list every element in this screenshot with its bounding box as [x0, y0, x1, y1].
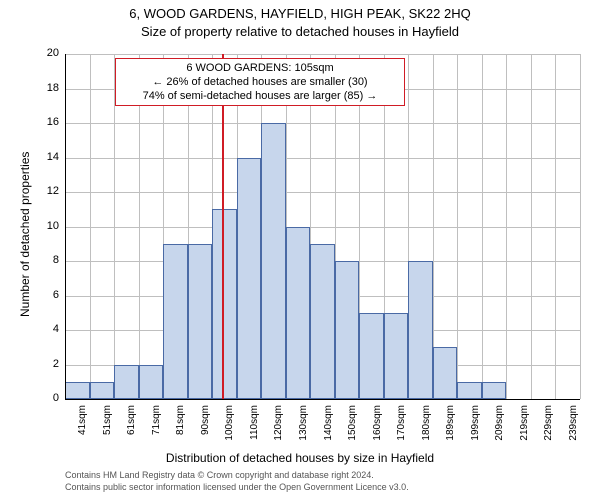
xtick-label: 61sqm	[126, 405, 137, 455]
xtick-label: 239sqm	[568, 405, 579, 455]
y-axis-label: Number of detached properties	[18, 151, 32, 316]
xtick-label: 160sqm	[372, 405, 383, 455]
xtick-label: 199sqm	[470, 405, 481, 455]
xtick-label: 130sqm	[298, 405, 309, 455]
histogram-bar	[359, 313, 384, 399]
histogram-bar	[408, 261, 433, 399]
xtick-label: 41sqm	[77, 405, 88, 455]
gridline	[65, 54, 580, 55]
gridline	[65, 192, 580, 193]
histogram-bar	[433, 347, 458, 399]
histogram-bar	[114, 365, 139, 400]
gridline	[65, 227, 580, 228]
histogram-bar	[237, 158, 262, 400]
xtick-label: 100sqm	[224, 405, 235, 455]
xtick-label: 229sqm	[543, 405, 554, 455]
gridline	[531, 54, 532, 399]
annotation-line-3: 74% of semi-detached houses are larger (…	[122, 89, 398, 103]
xtick-label: 51sqm	[102, 405, 113, 455]
gridline	[482, 54, 483, 399]
xtick-label: 150sqm	[347, 405, 358, 455]
ytick-label: 4	[35, 323, 59, 335]
chart-container: { "title1": "6, WOOD GARDENS, HAYFIELD, …	[0, 0, 600, 500]
chart-super-title: 6, WOOD GARDENS, HAYFIELD, HIGH PEAK, SK…	[0, 6, 600, 21]
xtick-label: 110sqm	[249, 405, 260, 455]
xtick-label: 90sqm	[200, 405, 211, 455]
y-axis-line	[65, 54, 66, 399]
xtick-label: 170sqm	[396, 405, 407, 455]
gridline	[555, 54, 556, 399]
copyright-line-1: Contains HM Land Registry data © Crown c…	[65, 469, 409, 481]
gridline	[457, 54, 458, 399]
histogram-bar	[384, 313, 409, 399]
gridline	[65, 158, 580, 159]
ytick-label: 16	[35, 116, 59, 128]
ytick-label: 0	[35, 392, 59, 404]
ytick-label: 8	[35, 254, 59, 266]
ytick-label: 10	[35, 220, 59, 232]
histogram-bar	[65, 382, 90, 399]
chart-title: Size of property relative to detached ho…	[0, 24, 600, 39]
ytick-label: 14	[35, 151, 59, 163]
xtick-label: 81sqm	[175, 405, 186, 455]
ytick-label: 6	[35, 289, 59, 301]
ytick-label: 18	[35, 82, 59, 94]
histogram-bar	[261, 123, 286, 399]
xtick-label: 180sqm	[421, 405, 432, 455]
annotation-line-2: ← 26% of detached houses are smaller (30…	[122, 75, 398, 89]
copyright-line-2: Contains public sector information licen…	[65, 481, 409, 493]
annotation-line-1: 6 WOOD GARDENS: 105sqm	[122, 61, 398, 75]
xtick-label: 189sqm	[445, 405, 456, 455]
histogram-bar	[482, 382, 507, 399]
xtick-label: 219sqm	[519, 405, 530, 455]
xtick-label: 209sqm	[494, 405, 505, 455]
annotation-box: 6 WOOD GARDENS: 105sqm ← 26% of detached…	[115, 58, 405, 106]
histogram-bar	[310, 244, 335, 399]
gridline	[65, 123, 580, 124]
ytick-label: 2	[35, 358, 59, 370]
histogram-bar	[163, 244, 188, 399]
xtick-label: 71sqm	[151, 405, 162, 455]
copyright-text: Contains HM Land Registry data © Crown c…	[65, 469, 409, 493]
gridline	[506, 54, 507, 399]
xtick-label: 120sqm	[273, 405, 284, 455]
histogram-bar	[212, 209, 237, 399]
histogram-bar	[139, 365, 164, 400]
histogram-bar	[286, 227, 311, 400]
histogram-bar	[90, 382, 115, 399]
histogram-bar	[188, 244, 213, 399]
histogram-bar	[457, 382, 482, 399]
ytick-label: 12	[35, 185, 59, 197]
ytick-label: 20	[35, 47, 59, 59]
histogram-bar	[335, 261, 360, 399]
xtick-label: 140sqm	[323, 405, 334, 455]
x-axis-line	[65, 399, 580, 400]
gridline	[90, 54, 91, 399]
gridline	[580, 54, 581, 399]
